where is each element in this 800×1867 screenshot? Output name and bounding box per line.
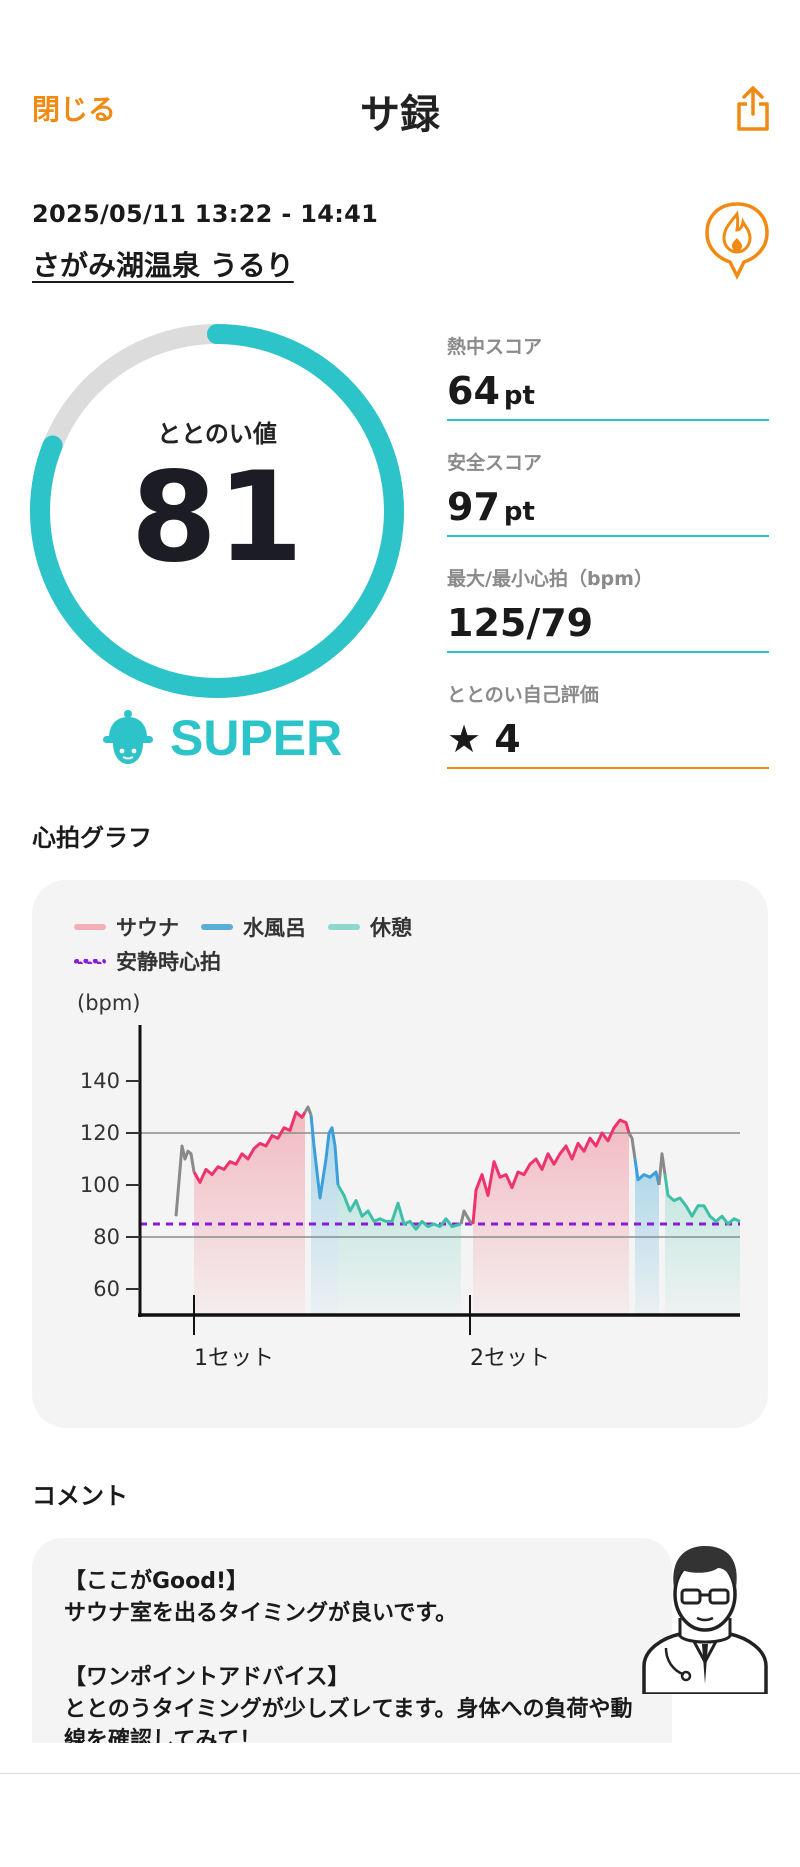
- facility-link[interactable]: さがみ湖温泉 うるり: [32, 249, 294, 282]
- stat-value: 64 pt: [447, 369, 535, 413]
- stat-safety-score: 安全スコア 97 pt: [447, 448, 769, 537]
- page-title: サ録: [360, 92, 440, 138]
- y-tick-label: 60: [93, 1277, 120, 1301]
- stat-label: 熱中スコア: [447, 336, 543, 358]
- score-value: 81: [130, 446, 304, 590]
- comment-card: 【ここがGood!】 サウナ室を出るタイミングが良いです。 【ワンポイントアドバ…: [32, 1538, 672, 1743]
- sauna-line: [192, 1110, 307, 1184]
- legend-rest: 休憩: [328, 912, 412, 942]
- cold-line: [309, 1114, 340, 1200]
- rest-area: [338, 1185, 461, 1315]
- cold-line: [633, 1158, 661, 1186]
- stat-label: 最大/最小心拍（bpm）: [447, 568, 653, 590]
- share-icon[interactable]: [736, 84, 770, 132]
- legend-cold-bath: 水風呂: [201, 912, 306, 942]
- legend-sauna: サウナ: [74, 912, 179, 942]
- sauna-area: [194, 1112, 305, 1315]
- doctor-avatar-icon: [640, 1534, 770, 1696]
- stat-value: 97 pt: [447, 485, 535, 529]
- stat-value: 125/79: [447, 601, 594, 645]
- fire-icon[interactable]: [704, 200, 770, 280]
- y-tick-label: 120: [80, 1121, 120, 1145]
- score-progress-arc: [30, 324, 404, 698]
- other-line: [174, 1144, 196, 1217]
- comment-text: 【ここがGood!】 サウナ室を出るタイミングが良いです。 【ワンポイントアドバ…: [64, 1569, 633, 1743]
- stat-label: 安全スコア: [447, 452, 543, 474]
- stat-divider: [447, 767, 769, 769]
- session-time-range: 2025/05/11 13:22 - 14:41: [32, 200, 379, 228]
- score-label: ととのい値: [157, 420, 277, 448]
- stat-divider: [447, 535, 769, 537]
- set-label: 1セット: [194, 1346, 274, 1371]
- stat-heat-score: 熱中スコア 64 pt: [447, 332, 769, 421]
- stat-value: ★ 4: [447, 717, 521, 761]
- close-button[interactable]: 閉じる: [32, 93, 117, 126]
- comment-section-title: コメント: [32, 1482, 128, 1510]
- bottom-divider: [0, 1773, 800, 1774]
- stat-divider: [447, 651, 769, 653]
- rest-line: [336, 1184, 462, 1231]
- other-line: [303, 1105, 313, 1116]
- rest-line: [663, 1174, 741, 1226]
- y-tick-label: 140: [80, 1069, 120, 1093]
- other-line: [657, 1152, 667, 1186]
- stat-self-rating: ととのい自己評価 ★ 4: [447, 680, 769, 769]
- chart-legend: サウナ 水風呂 休憩 安静時心拍: [74, 910, 412, 978]
- totonoi-score-ring: [28, 322, 406, 700]
- cold-area: [311, 1114, 338, 1315]
- other-line: [459, 1209, 474, 1226]
- rest-area: [665, 1174, 740, 1315]
- y-axis-label: (bpm): [77, 991, 141, 1015]
- stat-divider: [447, 419, 769, 421]
- legend-resting-hr: 安静時心拍: [74, 946, 221, 976]
- heart-rate-chart: 60 80 100 120 140 (bpm) 1セット 2セット: [77, 991, 741, 1371]
- set-label: 2セット: [470, 1346, 550, 1371]
- stat-label: ととのい自己評価: [447, 684, 599, 706]
- other-line: [627, 1132, 637, 1160]
- rank-badge: SUPER: [100, 708, 342, 768]
- sauna-hat-icon: [103, 710, 153, 764]
- stat-heart-rate: 最大/最小心拍（bpm） 125/79: [447, 564, 769, 653]
- heart-rate-graph-card: [32, 880, 768, 1428]
- sauna-area: [473, 1120, 629, 1315]
- rank-text: SUPER: [170, 710, 343, 766]
- y-tick-label: 100: [80, 1173, 120, 1197]
- graph-section-title: 心拍グラフ: [32, 824, 152, 852]
- y-tick-label: 80: [93, 1225, 120, 1249]
- sauna-line: [471, 1118, 631, 1225]
